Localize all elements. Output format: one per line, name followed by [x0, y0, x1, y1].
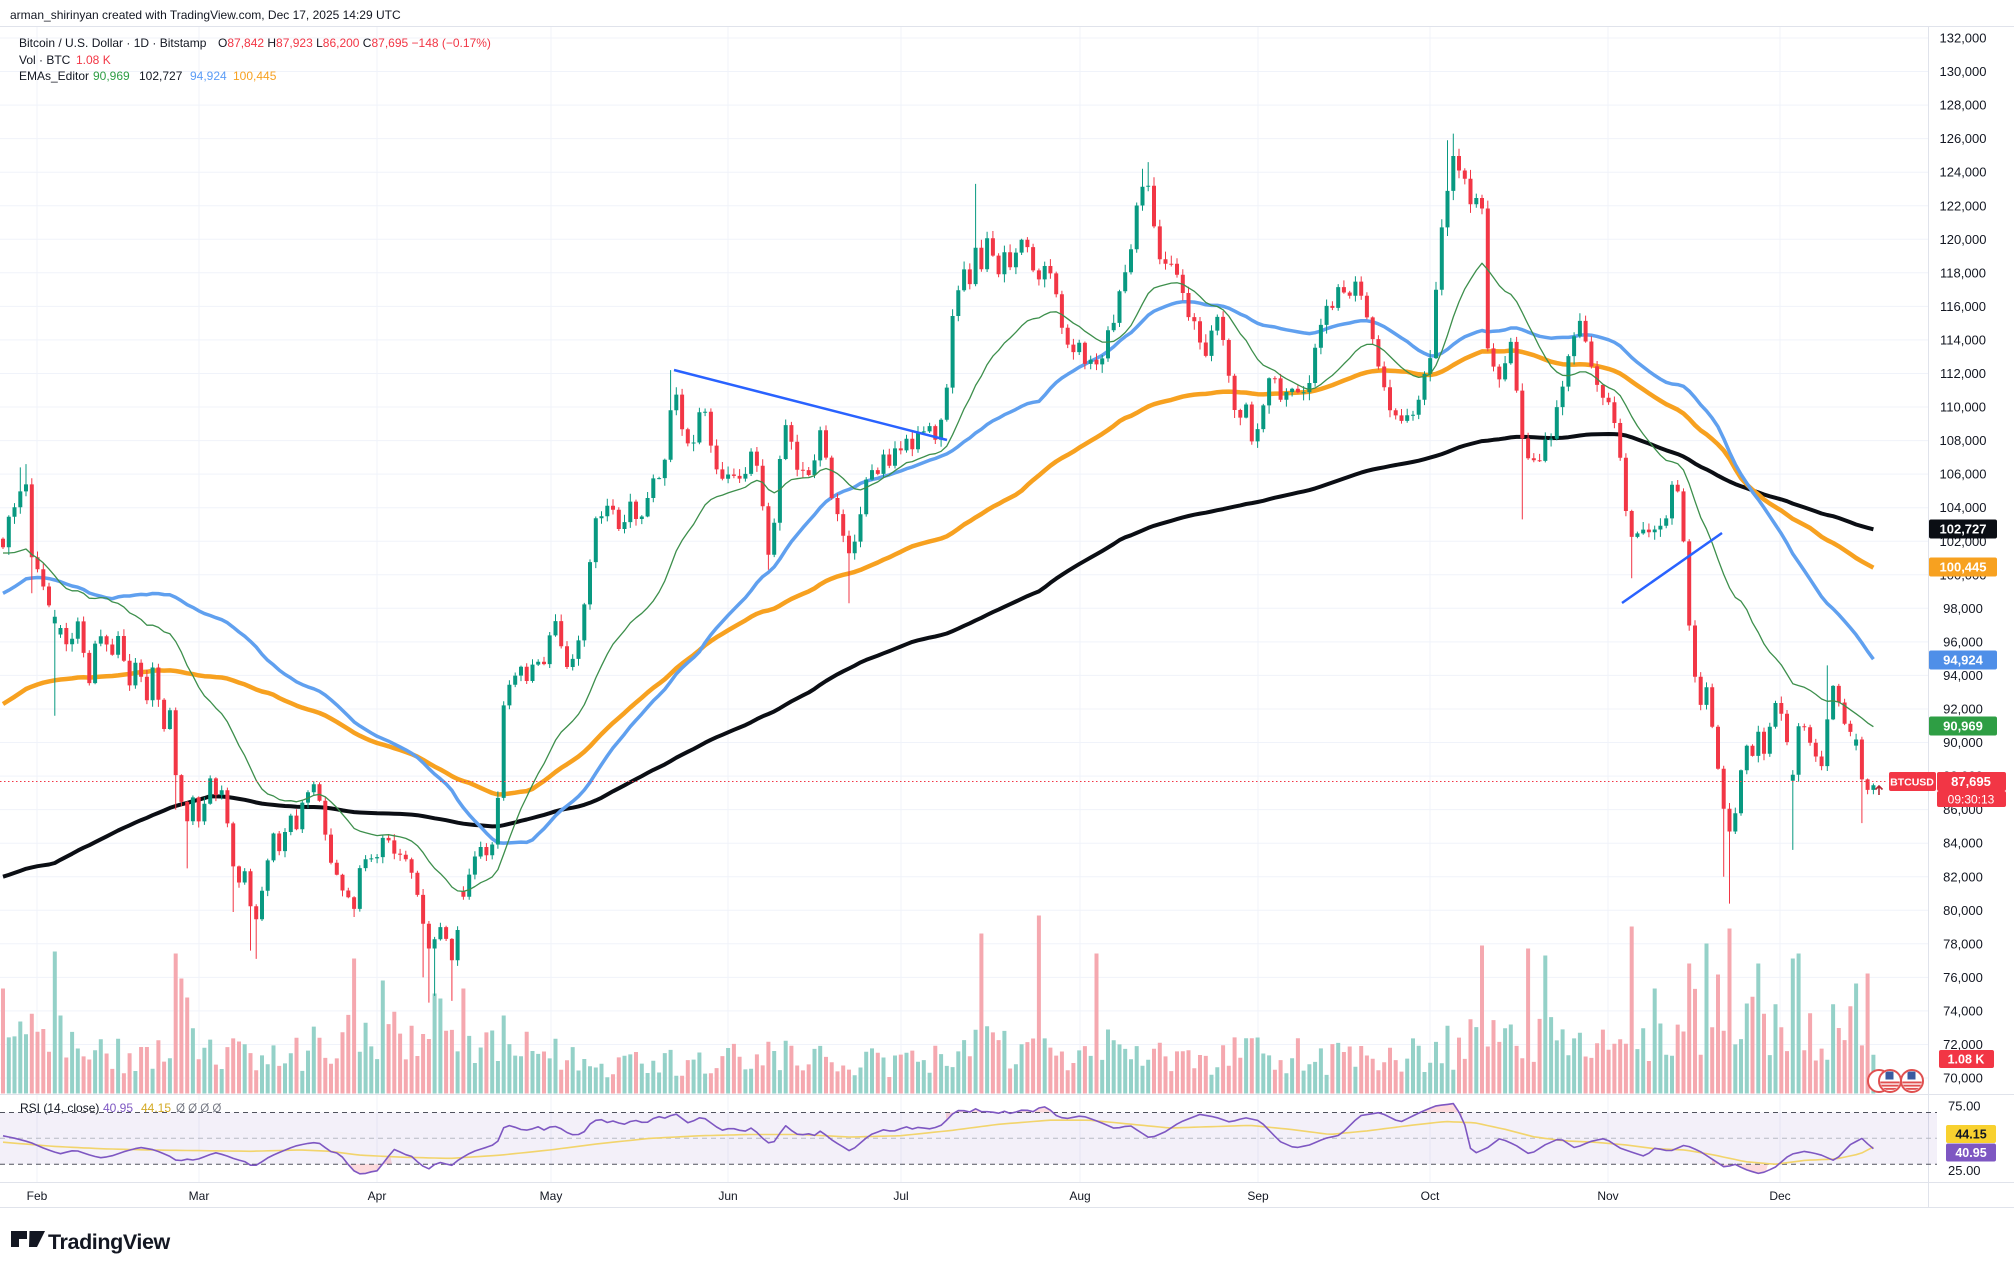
svg-text:92,000: 92,000 [1943, 702, 1983, 717]
svg-text:44.15: 44.15 [1955, 1128, 1986, 1142]
svg-text:Oct: Oct [1421, 1189, 1440, 1203]
svg-text:90,969: 90,969 [93, 69, 130, 83]
svg-text:122,000: 122,000 [1940, 198, 1987, 213]
svg-text:TradingView: TradingView [48, 1230, 171, 1254]
svg-text:70,000: 70,000 [1943, 1071, 1983, 1086]
svg-text:75.00: 75.00 [1948, 1099, 1981, 1114]
svg-text:104,000: 104,000 [1940, 500, 1987, 515]
svg-text:44.15: 44.15 [141, 1101, 171, 1115]
svg-text:72,000: 72,000 [1943, 1037, 1983, 1052]
svg-text:Nov: Nov [1597, 1189, 1618, 1203]
svg-text:128,000: 128,000 [1940, 98, 1987, 113]
svg-text:BTCUSD: BTCUSD [1890, 777, 1934, 789]
svg-text:Ø Ø Ø Ø: Ø Ø Ø Ø [176, 1103, 221, 1115]
svg-text:118,000: 118,000 [1940, 265, 1986, 280]
svg-text:82,000: 82,000 [1943, 869, 1983, 884]
svg-text:94,924: 94,924 [190, 69, 227, 83]
svg-text:O87,842 H87,923 L86,200 C87,69: O87,842 H87,923 L86,200 C87,695 −148 (−0… [218, 36, 491, 50]
svg-text:102,727: 102,727 [139, 69, 183, 83]
svg-text:May: May [540, 1189, 563, 1203]
svg-text:90,000: 90,000 [1943, 735, 1983, 750]
svg-text:Feb: Feb [27, 1189, 48, 1203]
svg-text:40.95: 40.95 [103, 1101, 133, 1115]
svg-text:Bitcoin / U.S. Dollar · 1D · B: Bitcoin / U.S. Dollar · 1D · Bitstamp [19, 36, 207, 50]
svg-text:112,000: 112,000 [1940, 366, 1986, 381]
svg-text:80,000: 80,000 [1943, 903, 1983, 918]
svg-text:Jun: Jun [718, 1189, 737, 1203]
svg-text:132,000: 132,000 [1940, 31, 1987, 46]
svg-text:09:30:13: 09:30:13 [1948, 793, 1995, 807]
svg-text:90,969: 90,969 [1943, 719, 1983, 734]
svg-text:110,000: 110,000 [1940, 400, 1986, 415]
svg-text:108,000: 108,000 [1940, 433, 1987, 448]
svg-text:94,000: 94,000 [1943, 668, 1983, 683]
svg-text:Dec: Dec [1769, 1189, 1790, 1203]
svg-text:87,695: 87,695 [1951, 774, 1991, 789]
svg-text:102,727: 102,727 [1940, 522, 1987, 537]
svg-text:Apr: Apr [368, 1189, 387, 1203]
svg-text:1.08 K: 1.08 K [1948, 1053, 1985, 1067]
svg-text:84,000: 84,000 [1943, 836, 1983, 851]
svg-text:Mar: Mar [189, 1189, 210, 1203]
svg-text:RSI (14, close): RSI (14, close) [20, 1101, 99, 1115]
svg-text:100,445: 100,445 [1940, 560, 1987, 575]
svg-text:94,924: 94,924 [1943, 653, 1984, 668]
svg-text:120,000: 120,000 [1940, 232, 1987, 247]
svg-text:Vol · BTC: Vol · BTC [19, 53, 71, 67]
svg-text:100,445: 100,445 [233, 69, 277, 83]
svg-text:40.95: 40.95 [1955, 1146, 1986, 1160]
svg-text:114,000: 114,000 [1940, 332, 1986, 347]
svg-text:98,000: 98,000 [1943, 601, 1983, 616]
svg-text:Jul: Jul [893, 1189, 908, 1203]
svg-text:96,000: 96,000 [1943, 634, 1983, 649]
svg-text:74,000: 74,000 [1943, 1003, 1983, 1018]
svg-text:Aug: Aug [1069, 1189, 1090, 1203]
svg-text:124,000: 124,000 [1940, 165, 1987, 180]
svg-text:106,000: 106,000 [1940, 467, 1987, 482]
svg-text:126,000: 126,000 [1940, 131, 1987, 146]
svg-text:arman_shirinyan created with T: arman_shirinyan created with TradingView… [10, 8, 401, 22]
svg-text:130,000: 130,000 [1940, 64, 1987, 79]
svg-text:25.00: 25.00 [1948, 1163, 1981, 1178]
svg-text:116,000: 116,000 [1940, 299, 1986, 314]
svg-text:1.08 K: 1.08 K [76, 53, 111, 67]
svg-text:EMAs_Editor: EMAs_Editor [19, 69, 89, 83]
svg-text:76,000: 76,000 [1943, 970, 1983, 985]
svg-text:78,000: 78,000 [1943, 936, 1983, 951]
svg-text:Sep: Sep [1247, 1189, 1269, 1203]
